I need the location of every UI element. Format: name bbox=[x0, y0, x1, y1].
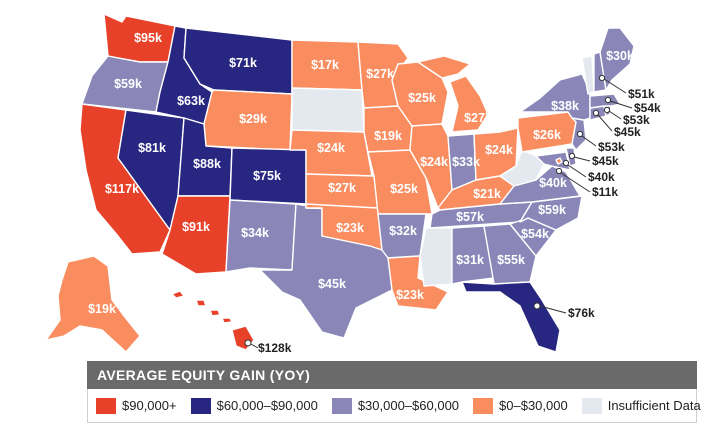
state-ME[interactable] bbox=[599, 27, 635, 91]
legend-item-30-60: $30,000–$60,000 bbox=[331, 397, 460, 414]
label-CA: $117k bbox=[105, 182, 139, 196]
label-TX: $45k bbox=[318, 277, 346, 291]
us-equity-map: $95k $59k $117k $81k $63k $71k $29k $88k… bbox=[45, 13, 661, 355]
label-WA: $95k bbox=[134, 31, 162, 45]
label-SC: $54k bbox=[521, 227, 549, 241]
label-VA: $40k bbox=[539, 176, 567, 190]
label-ND: $17k bbox=[311, 58, 339, 72]
label-LA: $23k bbox=[396, 288, 424, 302]
label-CO: $75k bbox=[253, 169, 281, 183]
label-CT: $45k bbox=[614, 125, 641, 139]
label-AR: $32k bbox=[389, 224, 417, 238]
callout-HI: $128k bbox=[244, 339, 292, 355]
state-LA[interactable] bbox=[387, 255, 449, 311]
label-DC: $11k bbox=[592, 185, 618, 199]
state-MA[interactable] bbox=[589, 93, 621, 109]
label-ME: $30k bbox=[606, 49, 634, 63]
legend-label-insufficient: Insufficient Data bbox=[607, 398, 701, 413]
legend-item-0-30: $0–$30,000 bbox=[473, 397, 568, 414]
legend-item-90plus: $90,000+ bbox=[96, 397, 177, 414]
state-MD[interactable] bbox=[535, 151, 571, 171]
legend-title: AVERAGE EQUITY GAIN (YOY) bbox=[87, 361, 697, 389]
label-GA: $55k bbox=[497, 253, 525, 267]
label-MN: $27k bbox=[366, 67, 394, 81]
label-AL: $31k bbox=[456, 253, 484, 267]
callout-NJ: $53k bbox=[576, 130, 625, 154]
state-MI[interactable] bbox=[449, 75, 489, 133]
state-AK[interactable] bbox=[45, 255, 141, 353]
callout-MD: $40k bbox=[562, 159, 615, 184]
state-NM[interactable] bbox=[225, 199, 297, 273]
legend-item-60-90: $60,000–$90,000 bbox=[190, 397, 318, 414]
label-UT: $88k bbox=[193, 157, 221, 171]
label-NM: $34k bbox=[241, 226, 269, 240]
label-TN: $57k bbox=[456, 210, 484, 224]
state-FL[interactable] bbox=[461, 281, 561, 353]
legend-swatch-30-60 bbox=[331, 397, 352, 414]
label-IA: $19k bbox=[374, 129, 402, 143]
state-AL[interactable] bbox=[451, 225, 495, 285]
label-NY: $38k bbox=[551, 99, 579, 113]
label-FL: $76k bbox=[568, 306, 595, 320]
label-OK: $23k bbox=[336, 221, 364, 235]
callout-CT: $45k bbox=[592, 109, 641, 139]
label-MA: $54k bbox=[634, 101, 661, 115]
callout-DC: $11k bbox=[555, 167, 618, 199]
state-MI-UP[interactable] bbox=[417, 55, 471, 79]
label-MD: $40k bbox=[588, 170, 615, 184]
legend-item-insufficient: Insufficient Data bbox=[581, 397, 701, 414]
callout-FL: $76k bbox=[533, 302, 595, 320]
label-OR: $59k bbox=[114, 77, 142, 91]
callout-RI: $53k bbox=[603, 106, 650, 127]
label-KY: $21k bbox=[473, 187, 501, 201]
legend-label-60-90: $60,000–$90,000 bbox=[216, 398, 318, 413]
label-IN: $33k bbox=[452, 155, 480, 169]
label-NC: $59k bbox=[538, 203, 566, 217]
legend-label-90plus: $90,000+ bbox=[122, 398, 177, 413]
callout-MA: $54k bbox=[604, 96, 661, 115]
legend-label-0-30: $0–$30,000 bbox=[499, 398, 568, 413]
state-MS[interactable] bbox=[419, 227, 453, 287]
state-GA[interactable] bbox=[483, 223, 537, 285]
label-HI: $128k bbox=[258, 341, 292, 355]
label-AZ: $91k bbox=[182, 220, 210, 234]
state-DC[interactable] bbox=[555, 157, 563, 165]
label-WY: $29k bbox=[239, 112, 267, 126]
label-MI: $27k bbox=[464, 111, 492, 125]
label-NV: $81k bbox=[138, 141, 166, 155]
label-OH: $24k bbox=[485, 143, 513, 157]
label-PA: $26k bbox=[533, 128, 561, 142]
state-HI[interactable] bbox=[171, 290, 255, 351]
legend-swatch-insufficient bbox=[581, 397, 602, 414]
callout-DE: $45k bbox=[568, 152, 619, 168]
state-SD[interactable] bbox=[291, 87, 365, 133]
label-NJ: $53k bbox=[598, 140, 625, 154]
state-AZ[interactable] bbox=[161, 195, 231, 275]
label-NE: $24k bbox=[317, 141, 345, 155]
legend: $90,000+ $60,000–$90,000 $30,000–$60,000… bbox=[87, 389, 701, 423]
label-NH: $51k bbox=[628, 87, 655, 101]
label-DE: $45k bbox=[592, 154, 619, 168]
label-MT: $71k bbox=[229, 56, 257, 70]
legend-swatch-90plus bbox=[96, 397, 116, 414]
label-MO: $25k bbox=[390, 182, 418, 196]
label-IL: $24k bbox=[420, 155, 448, 169]
legend-swatch-0-30 bbox=[473, 397, 494, 414]
label-RI: $53k bbox=[623, 113, 650, 127]
label-KS: $27k bbox=[328, 181, 356, 195]
label-ID: $63k bbox=[177, 94, 205, 108]
label-AK: $19k bbox=[88, 302, 116, 316]
legend-label-30-60: $30,000–$60,000 bbox=[357, 398, 460, 413]
legend-swatch-60-90 bbox=[190, 397, 211, 414]
label-WI: $25k bbox=[408, 91, 436, 105]
callout-NH: $51k bbox=[598, 74, 655, 101]
